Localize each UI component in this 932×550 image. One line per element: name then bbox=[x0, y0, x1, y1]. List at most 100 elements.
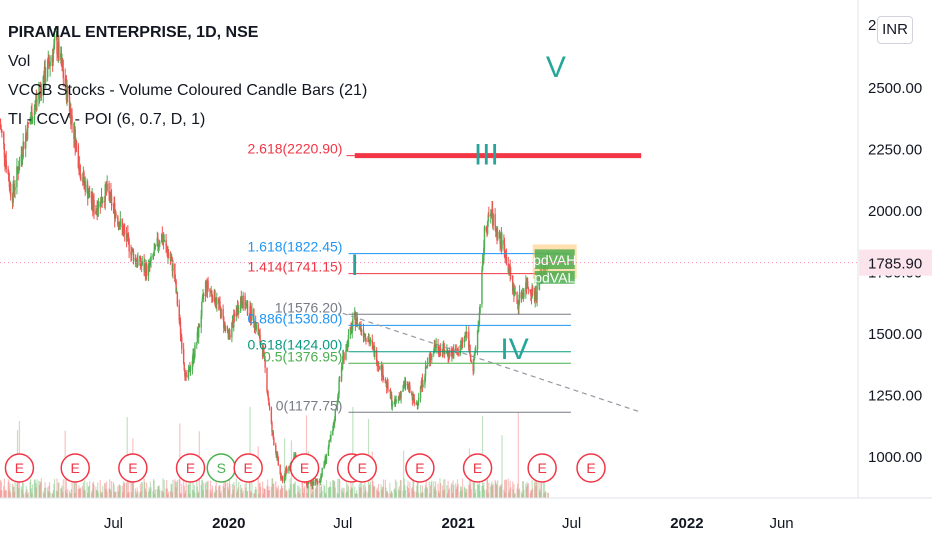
volume-bar bbox=[303, 488, 305, 498]
fib-level-label: 0.886(1530.80) bbox=[247, 310, 342, 326]
marker-circle bbox=[60, 453, 90, 483]
earnings-marker[interactable]: E bbox=[4, 453, 35, 483]
volume-bar bbox=[494, 480, 496, 498]
candle-body bbox=[122, 230, 125, 236]
volume-bar bbox=[43, 487, 46, 498]
volume-bar bbox=[416, 478, 419, 498]
volume-bar bbox=[404, 485, 406, 498]
volume-bar bbox=[452, 480, 454, 498]
volume-bar bbox=[206, 489, 208, 498]
volume-bar bbox=[194, 492, 196, 498]
indicator-volume[interactable]: Vol bbox=[8, 53, 31, 70]
candle-body bbox=[263, 352, 266, 359]
candle-body bbox=[482, 260, 484, 262]
candle-body bbox=[227, 329, 229, 335]
indicator-poi[interactable]: TI - CCV - POI (6, 0.7, D, 1) bbox=[8, 111, 206, 128]
volume-bar bbox=[259, 482, 261, 498]
candle-body bbox=[485, 226, 488, 231]
volume-bar bbox=[245, 479, 247, 498]
volume-bar bbox=[455, 488, 457, 498]
volume-bar bbox=[91, 490, 93, 498]
earnings-marker[interactable]: E bbox=[175, 453, 206, 483]
candle-body bbox=[532, 287, 534, 292]
candle-body bbox=[126, 233, 128, 242]
symbol-title[interactable]: PIRAMAL ENTERPRISE, 1D, NSE bbox=[8, 24, 259, 41]
candle-body bbox=[163, 239, 165, 242]
candle-body bbox=[536, 285, 538, 301]
volume-bar bbox=[215, 481, 217, 498]
volume-bar bbox=[249, 406, 251, 498]
candle-body bbox=[308, 481, 310, 483]
earnings-marker[interactable]: E bbox=[118, 453, 148, 483]
volume-bar bbox=[413, 491, 415, 498]
candle-body bbox=[514, 292, 516, 295]
earnings-marker[interactable]: E bbox=[527, 453, 557, 483]
candle-body bbox=[231, 322, 233, 338]
volume-bar bbox=[263, 489, 266, 498]
candle-body bbox=[38, 92, 41, 94]
volume-bar bbox=[14, 478, 16, 498]
volume-bar bbox=[263, 487, 265, 498]
candle-body bbox=[48, 57, 50, 65]
candle-body bbox=[460, 343, 462, 347]
volume-bar bbox=[293, 484, 295, 498]
volume-bar bbox=[507, 478, 509, 498]
candle-body bbox=[267, 394, 269, 399]
currency-button[interactable]: INR bbox=[877, 16, 913, 44]
earnings-marker[interactable]: E bbox=[576, 453, 606, 483]
earnings-marker[interactable]: E bbox=[289, 453, 320, 483]
volume-bar bbox=[356, 493, 358, 498]
earnings-marker[interactable]: E bbox=[60, 453, 90, 483]
trendline-dashed[interactable] bbox=[342, 312, 642, 413]
volume-bar bbox=[425, 481, 427, 498]
candle-body bbox=[157, 237, 159, 247]
candle-body bbox=[117, 216, 119, 225]
volume-bar bbox=[40, 482, 42, 498]
x-tick-label: Jun bbox=[769, 515, 793, 532]
volume-bar bbox=[521, 493, 523, 498]
volume-bar bbox=[509, 480, 511, 498]
earnings-marker[interactable]: E bbox=[347, 453, 378, 483]
candle-body bbox=[535, 291, 537, 297]
x-tick-label: 2020 bbox=[212, 515, 245, 532]
volume-bar bbox=[188, 479, 190, 498]
candle-body bbox=[430, 359, 432, 361]
earnings-marker[interactable]: E bbox=[462, 453, 493, 483]
volume-bar bbox=[258, 483, 261, 498]
candle-body bbox=[97, 201, 100, 210]
candle-body bbox=[518, 292, 521, 302]
volume-bar bbox=[293, 482, 296, 498]
candle-body bbox=[3, 143, 6, 158]
volume-bar bbox=[70, 489, 73, 498]
volume-bar bbox=[136, 493, 138, 498]
split-marker[interactable]: S bbox=[206, 453, 236, 483]
candle-body bbox=[149, 261, 152, 266]
candle-body bbox=[242, 295, 244, 309]
candle-body bbox=[368, 339, 370, 344]
volume-bar bbox=[508, 489, 511, 498]
volume-bar bbox=[501, 435, 503, 498]
candle-body bbox=[77, 145, 80, 168]
volume-bar bbox=[148, 487, 150, 498]
volume-bar bbox=[87, 492, 89, 498]
volume-bar bbox=[391, 493, 393, 498]
candle-body bbox=[409, 385, 411, 393]
volume-bar bbox=[497, 480, 499, 498]
candle-body bbox=[465, 331, 467, 336]
volume-bar bbox=[395, 491, 397, 498]
volume-bar bbox=[100, 493, 103, 498]
volume-bar bbox=[461, 478, 464, 498]
candle-body bbox=[53, 44, 55, 51]
volume-bar bbox=[320, 486, 322, 498]
volume-bar bbox=[324, 492, 326, 498]
earnings-marker[interactable]: E bbox=[233, 453, 263, 483]
volume-bar bbox=[363, 493, 365, 498]
candle-body bbox=[198, 324, 201, 328]
candle-body bbox=[201, 297, 204, 303]
candle-body bbox=[110, 195, 113, 206]
volume-bar bbox=[539, 491, 541, 498]
volume-bar bbox=[174, 481, 177, 498]
earnings-marker[interactable]: E bbox=[405, 453, 435, 483]
indicator-vccb[interactable]: VCCB Stocks - Volume Coloured Candle Bar… bbox=[8, 82, 368, 99]
